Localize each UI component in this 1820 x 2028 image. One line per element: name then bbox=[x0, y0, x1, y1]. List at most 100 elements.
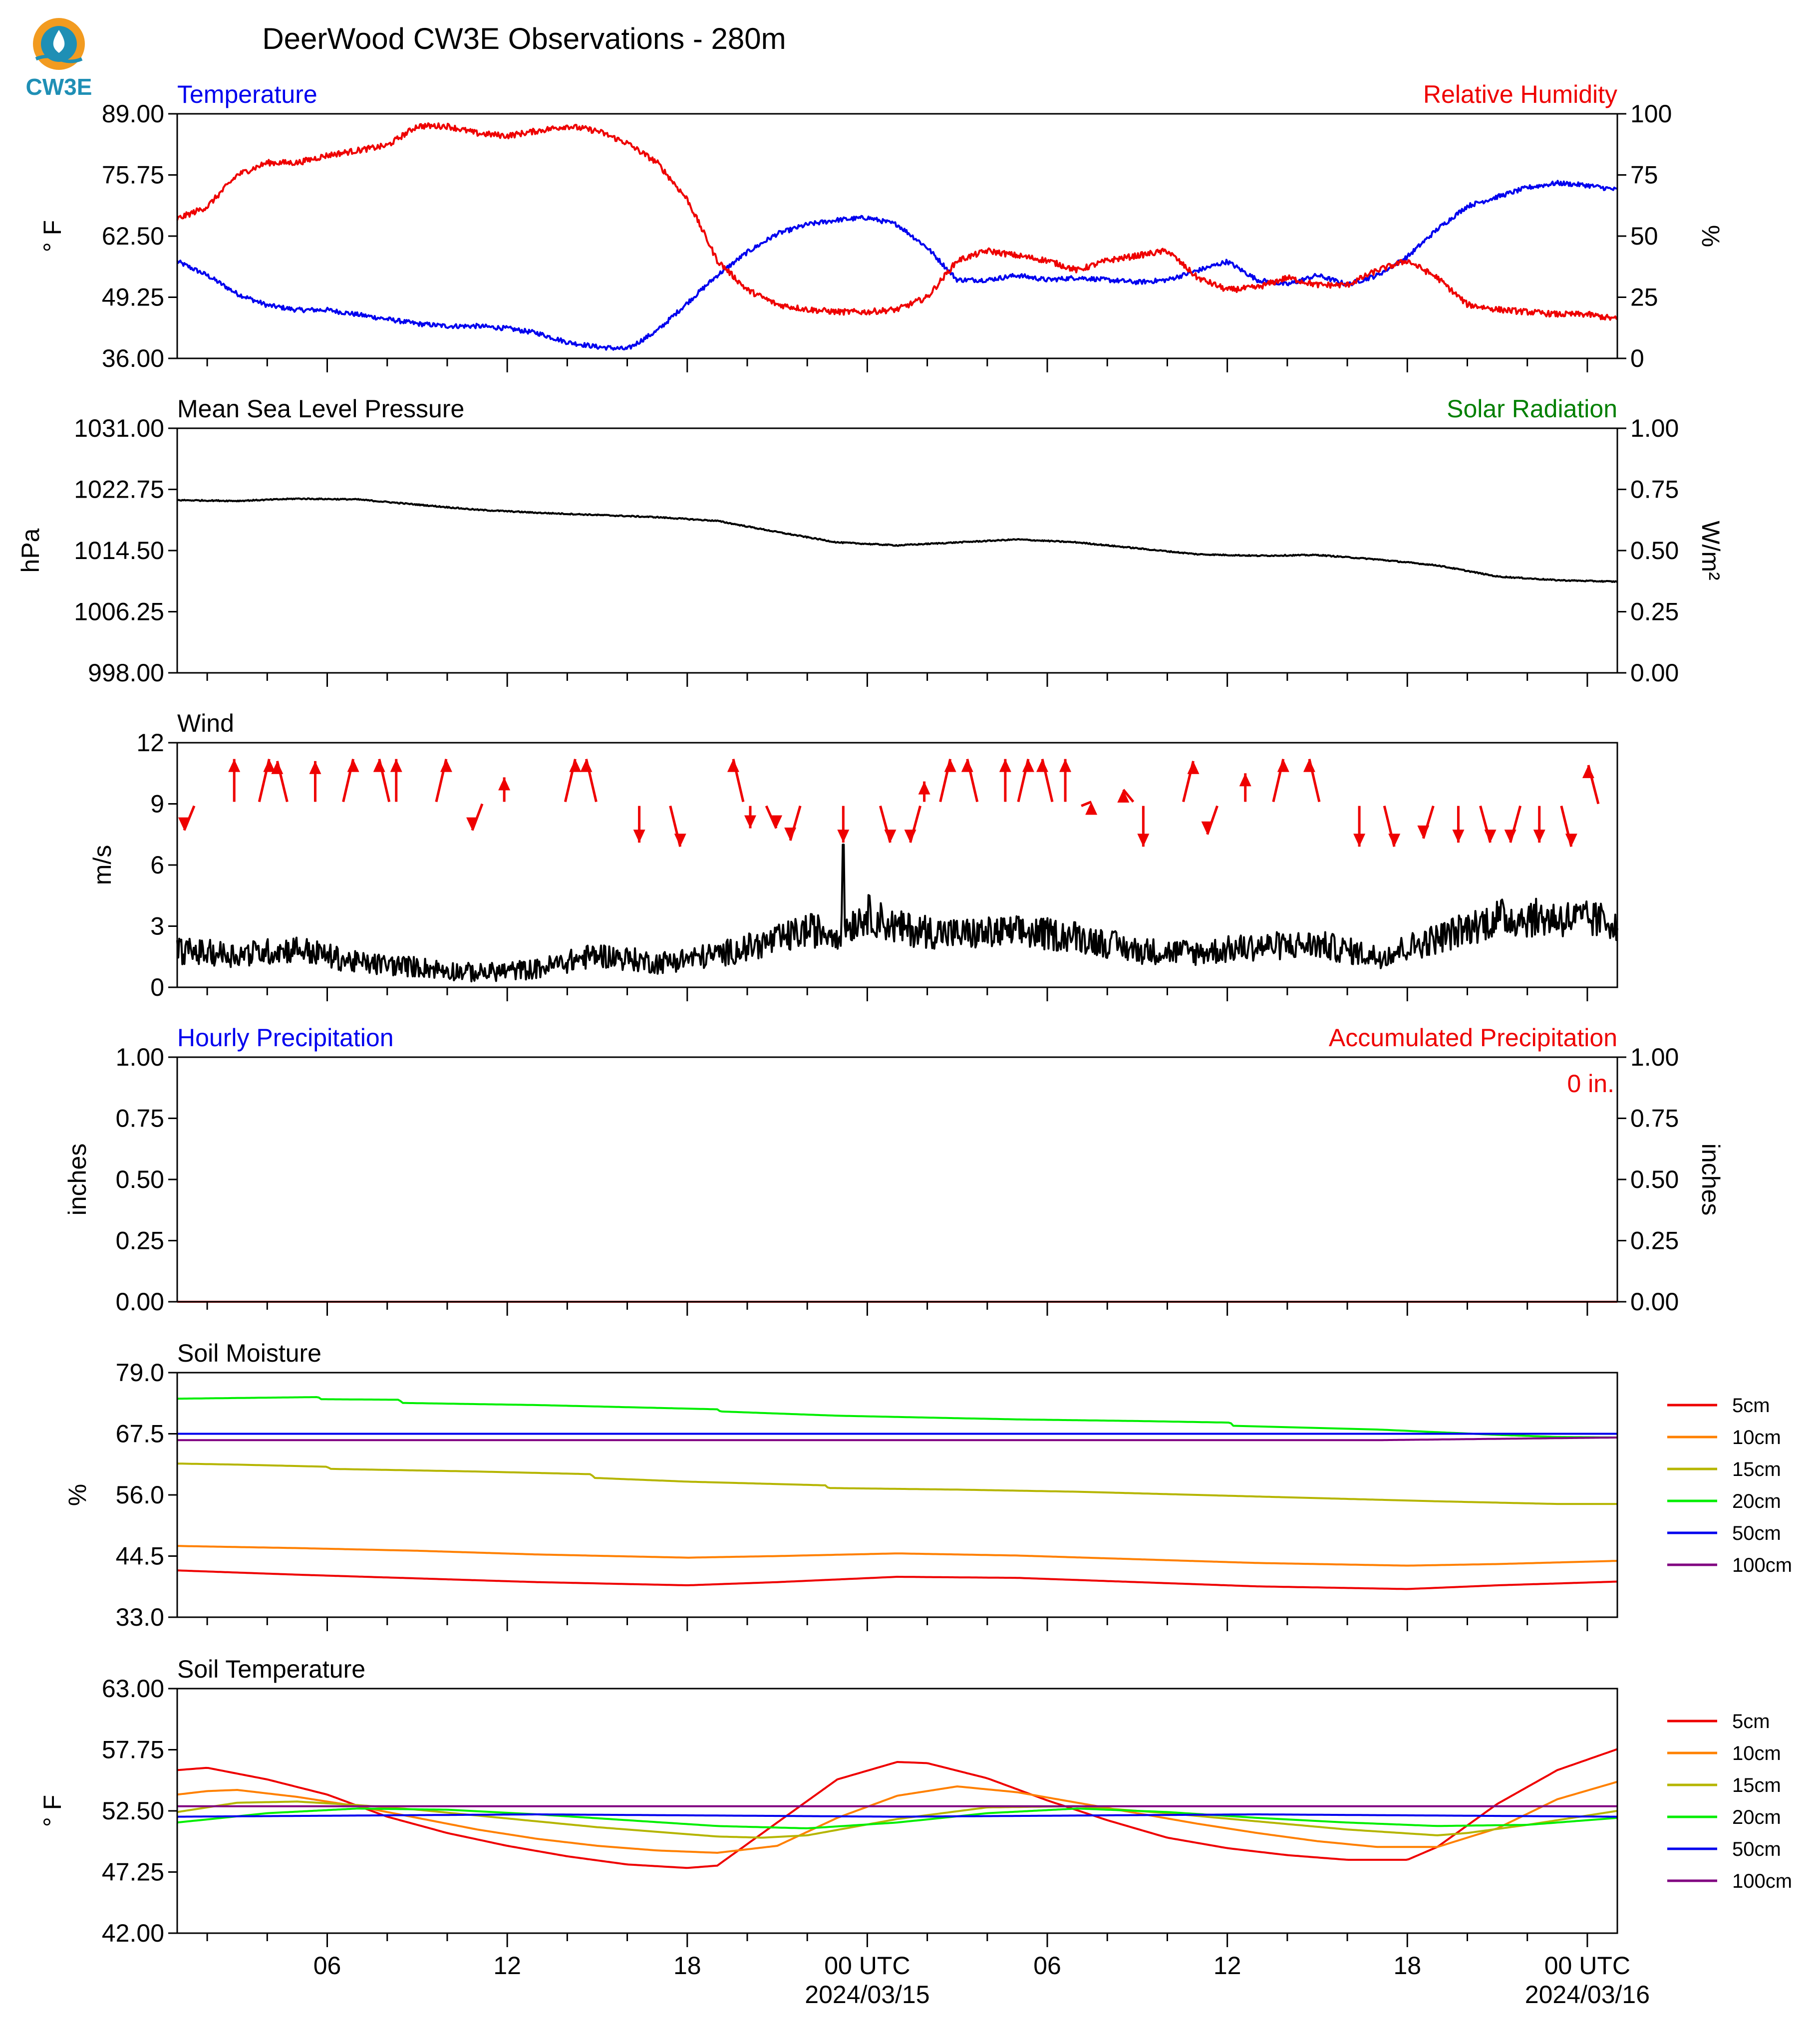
y-tick-label-right: 0.25 bbox=[1630, 1227, 1679, 1255]
y-tick-label-left: 998.00 bbox=[88, 659, 164, 687]
series-line-wind bbox=[176, 844, 1618, 983]
wind-arrow-head-icon bbox=[770, 815, 783, 829]
figure-title: DeerWood CW3E Observations - 280m bbox=[262, 22, 786, 55]
wind-arrow-head-icon bbox=[1533, 830, 1545, 843]
wind-arrow-head-icon bbox=[1417, 825, 1430, 839]
wind-arrow-head-icon bbox=[263, 759, 276, 772]
precip-total-label: 0 in. bbox=[1567, 1070, 1614, 1098]
wind-arrow-head-icon bbox=[727, 759, 739, 772]
wind-arrow-head-icon bbox=[784, 828, 797, 841]
y-tick-label-left: 9 bbox=[150, 790, 164, 818]
wind-arrow-shaft bbox=[1122, 789, 1135, 803]
panel-title-left: Wind bbox=[177, 709, 234, 737]
wind-arrow-head-icon bbox=[271, 761, 284, 774]
x-tick-label: 00 UTC bbox=[1544, 1952, 1630, 1980]
series-line-20cm bbox=[177, 1396, 1618, 1439]
series-line-mean-sea-level-pressure bbox=[177, 497, 1618, 583]
wind-arrow-head-icon bbox=[390, 759, 402, 772]
panel-soil_moisture: 33.0 44.5 56.0 67.5 79.0% Soil Moisture 5cm 10c… bbox=[63, 1339, 1792, 1631]
y-tick-label-left: 0.25 bbox=[116, 1227, 164, 1255]
wind-arrow-head-icon bbox=[498, 777, 511, 791]
y-tick-label-right: 25 bbox=[1630, 284, 1658, 311]
wind-arrow-head-icon bbox=[1022, 759, 1034, 772]
y-tick-label-left: 1006.25 bbox=[74, 598, 164, 626]
chart-panels: 36.00 49.25 62.50 75.75 89.00 ° F 0 25 50 75 100% T… bbox=[16, 80, 1792, 2009]
wind-arrow-head-icon bbox=[884, 830, 897, 843]
y-axis-label-left: inches bbox=[63, 1144, 91, 1216]
y-tick-label-left: 62.50 bbox=[102, 222, 164, 250]
legend-label: 15cm bbox=[1732, 1458, 1781, 1480]
wind-arrow-head-icon bbox=[347, 759, 359, 772]
wind-arrow-head-icon bbox=[1117, 789, 1130, 803]
legend-label: 10cm bbox=[1732, 1742, 1781, 1764]
y-tick-label-left: 0.00 bbox=[116, 1288, 164, 1316]
cw3e-logo: CW3E bbox=[26, 18, 92, 100]
wind-arrow-head-icon bbox=[1059, 759, 1072, 772]
panel-precip: 0.00 0.25 0.50 0.75 1.00 inches 0.00 0.25 0.50 0.… bbox=[63, 1024, 1725, 1316]
y-tick-label-right: 0.00 bbox=[1630, 1288, 1679, 1316]
series-line-5cm bbox=[177, 1569, 1618, 1590]
logo-text: CW3E bbox=[26, 74, 92, 100]
panel-title-right: Accumulated Precipitation bbox=[1329, 1024, 1617, 1052]
logo-droplet-icon bbox=[53, 30, 65, 53]
wind-arrow-head-icon bbox=[1565, 834, 1577, 847]
y-tick-label-left: 0.75 bbox=[116, 1105, 164, 1133]
wind-arrow-head-icon bbox=[1388, 834, 1401, 847]
legend-label: 100cm bbox=[1732, 1870, 1792, 1892]
y-tick-label-left: 67.5 bbox=[116, 1420, 164, 1448]
y-tick-label-right: 1.00 bbox=[1630, 414, 1679, 442]
series-line-5cm bbox=[177, 1748, 1618, 1869]
wind-arrow-head-icon bbox=[1303, 759, 1315, 772]
y-tick-label-left: 33.0 bbox=[116, 1603, 164, 1631]
y-tick-label-left: 52.50 bbox=[102, 1797, 164, 1825]
panel-title-left: Mean Sea Level Pressure bbox=[177, 395, 464, 423]
series-line-50cm bbox=[177, 1813, 1618, 1818]
series-line-20cm bbox=[177, 1807, 1618, 1829]
series-line-10cm bbox=[177, 1780, 1618, 1854]
x-tick-label: 18 bbox=[1393, 1952, 1421, 1980]
x-tick-label: 06 bbox=[1033, 1952, 1061, 1980]
y-tick-label-left: 44.5 bbox=[116, 1542, 164, 1570]
legend-label: 20cm bbox=[1732, 1490, 1781, 1512]
wind-arrow-head-icon bbox=[228, 759, 241, 772]
y-tick-label-left: 42.00 bbox=[102, 1919, 164, 1947]
panel-title-left: Temperature bbox=[177, 80, 317, 108]
wind-arrow-head-icon bbox=[580, 759, 593, 772]
y-axis-label-right: W/m² bbox=[1697, 521, 1725, 580]
y-tick-label-right: 1.00 bbox=[1630, 1043, 1679, 1071]
x-tick-label: 12 bbox=[493, 1952, 521, 1980]
wind-arrow-head-icon bbox=[373, 759, 385, 772]
y-tick-label-left: 12 bbox=[136, 729, 164, 757]
panel-title-left: Soil Temperature bbox=[177, 1655, 365, 1683]
y-tick-label-left: 75.75 bbox=[102, 161, 164, 189]
wind-arrow-head-icon bbox=[1452, 830, 1465, 843]
panel-pressure_solar: 998.00 1006.25 1014.50 1022.75 1031.00 hPa 0.0… bbox=[16, 395, 1725, 687]
y-tick-label-left: 49.25 bbox=[102, 284, 164, 311]
y-tick-label-left: 1031.00 bbox=[74, 414, 164, 442]
y-axis-label-left: % bbox=[63, 1484, 91, 1506]
panel-title-left: Hourly Precipitation bbox=[177, 1024, 394, 1052]
x-tick-label: 06 bbox=[313, 1952, 341, 1980]
wind-arrow-head-icon bbox=[1582, 765, 1594, 778]
wind-arrow-head-icon bbox=[918, 781, 930, 795]
wind-arrow-head-icon bbox=[961, 759, 973, 772]
wind-arrow-head-icon bbox=[1187, 761, 1200, 774]
y-tick-label-left: 1.00 bbox=[116, 1043, 164, 1071]
y-axis-label-left: ° F bbox=[38, 1795, 66, 1827]
wind-arrow-head-icon bbox=[674, 834, 686, 847]
panel-title-right: Solar Radiation bbox=[1447, 395, 1617, 423]
wind-arrow-head-icon bbox=[466, 817, 479, 831]
wind-arrow-head-icon bbox=[1137, 834, 1150, 847]
wind-arrow-head-icon bbox=[1239, 773, 1251, 787]
y-axis-label-right: inches bbox=[1697, 1144, 1725, 1216]
panel-title-left: Soil Moisture bbox=[177, 1339, 321, 1367]
series-line-10cm bbox=[177, 1545, 1618, 1567]
series-line-100cm bbox=[177, 1437, 1617, 1442]
legend-label: 10cm bbox=[1732, 1427, 1781, 1449]
x-date-label: 2024/03/16 bbox=[1525, 1981, 1650, 2009]
y-tick-label-left: 3 bbox=[150, 912, 164, 940]
wind-arrow-head-icon bbox=[744, 815, 756, 829]
wind-arrow-shaft bbox=[1081, 801, 1092, 807]
legend-label: 100cm bbox=[1732, 1554, 1792, 1576]
wind-arrow-head-icon bbox=[1353, 834, 1366, 847]
